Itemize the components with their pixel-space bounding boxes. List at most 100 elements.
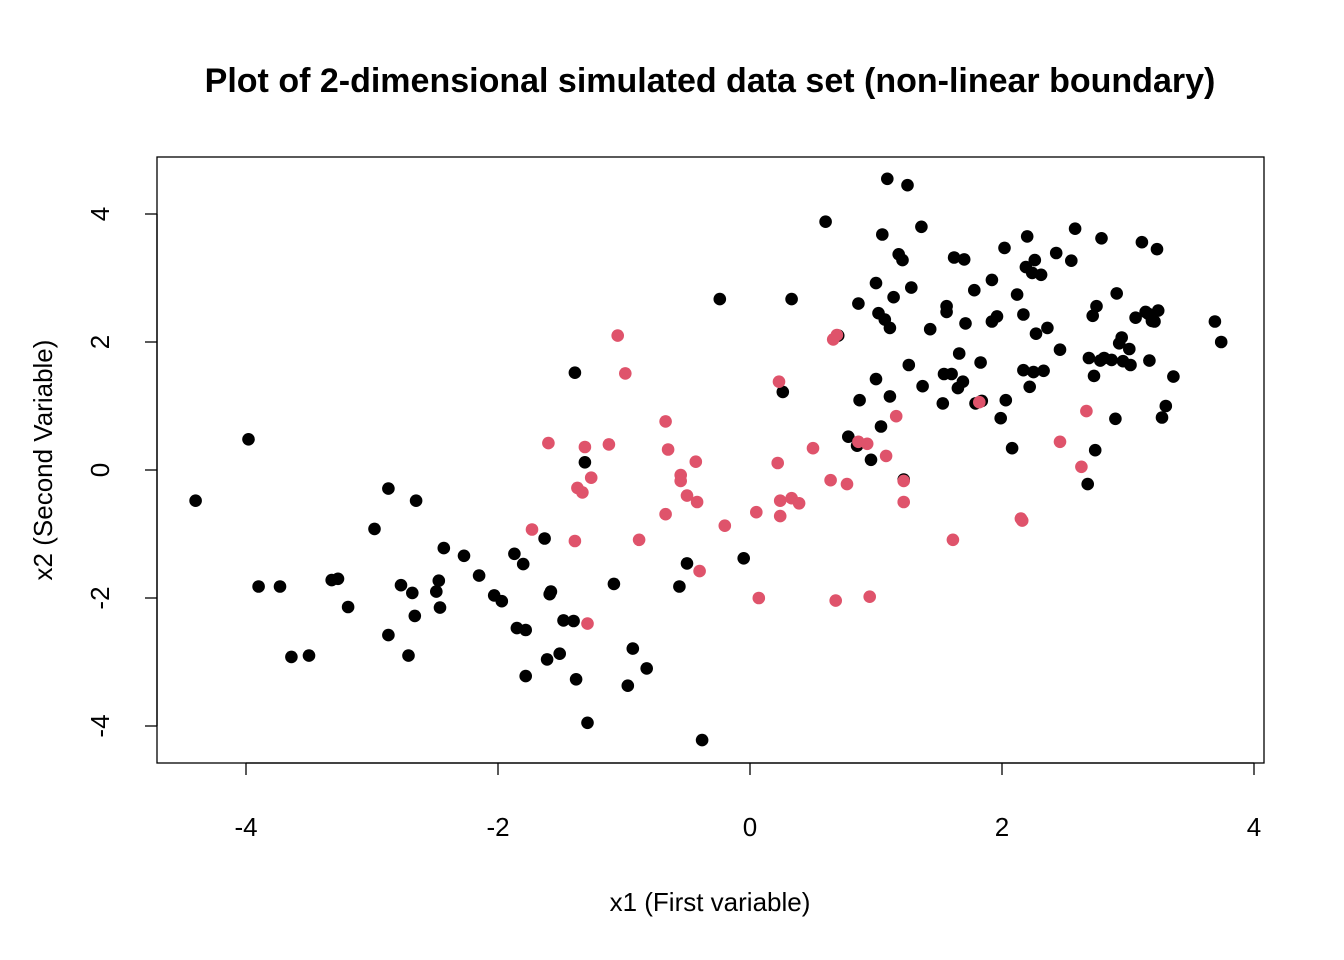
data-point-black [1034, 268, 1048, 282]
data-point-black [1159, 399, 1173, 413]
data-point-black [940, 305, 953, 319]
data-point-black [999, 393, 1013, 407]
data-point-black [713, 292, 727, 306]
data-point-black [242, 433, 255, 446]
data-point-black [1129, 311, 1142, 325]
data-point-red [750, 505, 763, 519]
data-point-black [1081, 477, 1094, 491]
data-point-red [602, 438, 616, 451]
data-point-black [1087, 369, 1101, 383]
data-point-black [406, 586, 419, 600]
data-point-black [394, 578, 408, 592]
data-point-red [611, 329, 624, 342]
data-point-black [915, 220, 928, 234]
data-point-red [863, 590, 876, 603]
data-point-black [1095, 232, 1108, 245]
x-tick-label: 0 [743, 812, 757, 842]
data-point-red [661, 443, 675, 456]
data-point-black [273, 580, 287, 593]
data-point-black [368, 522, 381, 536]
data-point-black [1037, 364, 1050, 378]
data-point-black [994, 411, 1007, 425]
data-point-black [1023, 380, 1036, 394]
data-point-black [876, 228, 889, 241]
data-point-black [540, 653, 554, 666]
y-axis: -4 -2 0 2 4 [85, 207, 158, 738]
data-point-black [544, 585, 558, 598]
data-point-black [569, 673, 583, 686]
data-point-black [341, 600, 355, 614]
data-point-black [430, 585, 443, 598]
data-point-red [718, 519, 732, 532]
data-point-black [887, 290, 900, 304]
data-point-black [437, 541, 451, 555]
data-point-black [302, 649, 316, 662]
data-point-red [879, 449, 893, 463]
data-point-red [690, 495, 704, 509]
data-point-black [621, 679, 635, 692]
data-point-black [1123, 342, 1136, 356]
data-point-black [956, 375, 970, 389]
data-point-black [923, 322, 937, 336]
data-point-red [568, 534, 582, 548]
data-point-black [1208, 315, 1222, 328]
y-axis-label: x2 (Second Variable) [28, 340, 58, 581]
data-point-black [285, 650, 298, 664]
data-point-black [516, 557, 530, 571]
data-point-black [998, 241, 1011, 255]
data-point-red [889, 409, 903, 423]
data-point-red [860, 437, 874, 451]
data-point-black [819, 215, 832, 228]
data-point-black [968, 283, 981, 297]
data-point-black [1143, 354, 1156, 367]
data-point-black [916, 379, 929, 393]
data-point-black [673, 580, 686, 593]
chart-title: Plot of 2-dimensional simulated data set… [205, 62, 1216, 100]
data-point-black [852, 297, 865, 310]
data-point-red [840, 477, 854, 491]
data-point-black [952, 347, 966, 360]
data-point-black [189, 494, 202, 508]
data-point-black [1105, 353, 1118, 367]
data-point-black [901, 178, 914, 192]
data-point-black [1150, 242, 1164, 256]
data-point-black [990, 310, 1004, 323]
data-point-black [1010, 288, 1024, 301]
x-tick-label: 2 [995, 812, 1009, 842]
data-point-red [659, 415, 672, 428]
data-point-black [472, 569, 486, 582]
data-point-red [659, 507, 672, 521]
data-point-red [689, 455, 703, 469]
data-point-black [945, 367, 958, 381]
data-point-red [897, 495, 910, 509]
data-point-black [607, 577, 621, 591]
data-point-black [1017, 363, 1030, 377]
data-point-black [1109, 412, 1122, 426]
data-point-black [626, 642, 640, 655]
data-point-black [408, 609, 422, 623]
data-point-red [1080, 404, 1093, 418]
x-tick-label: -2 [486, 812, 509, 842]
data-point-red [584, 471, 598, 485]
data-point-black [578, 456, 592, 469]
data-point-black [331, 572, 345, 586]
data-point-black [842, 430, 855, 444]
data-point-red [897, 474, 910, 488]
y-tick-label: -2 [85, 586, 115, 609]
data-point-red [946, 533, 960, 547]
data-point-red [576, 486, 589, 499]
data-point-black [959, 317, 972, 330]
data-point-black [883, 390, 897, 403]
data-point-black [776, 385, 790, 399]
data-point-red [772, 375, 786, 389]
data-point-black [1053, 343, 1067, 357]
data-point-red [824, 473, 837, 487]
data-point-red [830, 328, 844, 342]
data-point-black [1082, 351, 1096, 365]
data-point-black [1124, 358, 1137, 372]
data-point-black [567, 614, 580, 628]
data-point-black [902, 358, 916, 372]
data-point-black [1135, 235, 1149, 249]
data-point-black [680, 557, 694, 570]
data-point-red [619, 367, 632, 380]
